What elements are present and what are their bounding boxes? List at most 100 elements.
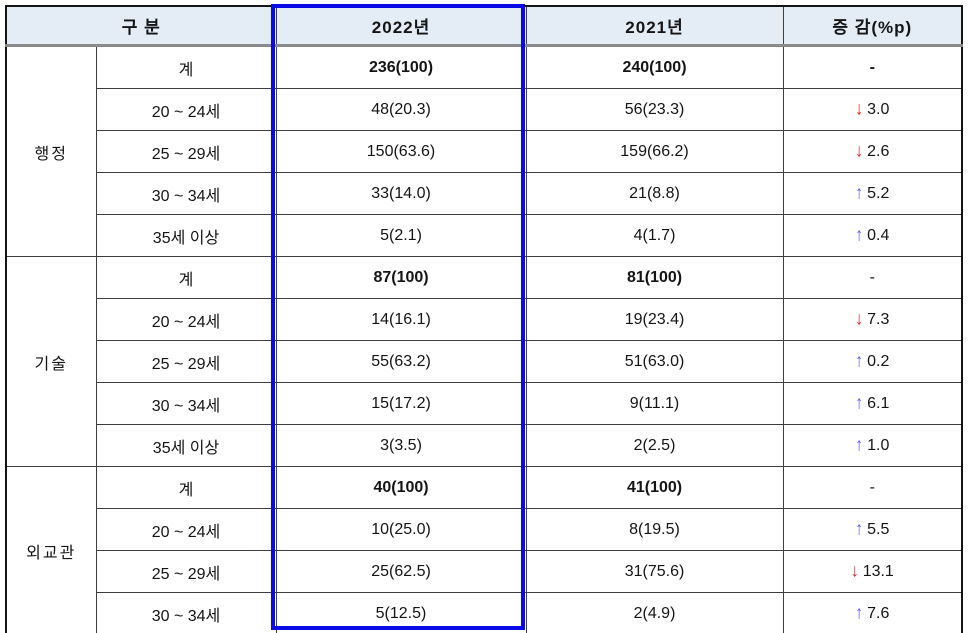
table-row: 기술 계 87(100) 81(100) - <box>5 256 963 467</box>
value-2022: 150(63.6) <box>275 130 527 173</box>
row-label: 35세 이상 <box>95 214 277 257</box>
value-2021: 19(23.4) <box>525 298 784 341</box>
header-category: 구 분 <box>5 5 277 47</box>
value-2022: 3(3.5) <box>275 424 527 467</box>
value-2022: 14(16.1) <box>275 298 527 341</box>
row-label: 20 ~ 24세 <box>95 508 277 551</box>
table-row: 35세 이상 5(2.1) 4(1.7) ↑ 0.4 <box>6 214 963 257</box>
row-label: 25 ~ 29세 <box>95 340 277 383</box>
change-cell: ↑ 6.1 <box>782 382 963 425</box>
change-cell: ↑ 1.0 <box>782 424 963 467</box>
value-2021: 51(63.0) <box>525 340 784 383</box>
value-2022: 87(100) <box>275 256 527 299</box>
row-label: 20 ~ 24세 <box>95 298 277 341</box>
table-row: 30 ~ 34세 15(17.2) 9(11.1) ↑ 6.1 <box>6 382 963 425</box>
value-2021: 41(100) <box>525 466 784 509</box>
up-arrow-icon: ↑ <box>855 519 864 539</box>
change-cell: ↑ 0.4 <box>782 214 963 257</box>
up-arrow-icon: ↑ <box>855 351 864 371</box>
table-row: 35세 이상 3(3.5) 2(2.5) ↑ 1.0 <box>6 424 963 467</box>
value-2021: 2(2.5) <box>525 424 784 467</box>
table-row: 20 ~ 24세 14(16.1) 19(23.4) ↓ 7.3 <box>6 298 963 341</box>
value-2022: 48(20.3) <box>275 88 527 131</box>
down-arrow-icon: ↓ <box>855 141 864 161</box>
table-row: 20 ~ 24세 48(20.3) 56(23.3) ↓ 3.0 <box>6 88 963 131</box>
table-header: 구 분 2022년 2021년 증 감(%p) <box>5 5 963 47</box>
table-row: 30 ~ 34세 33(14.0) 21(8.8) ↑ 5.2 <box>6 172 963 215</box>
age-distribution-table: 구 분 2022년 2021년 증 감(%p) 행정 계 236(100) 240(1… <box>5 5 964 633</box>
header-2021: 2021년 <box>525 5 784 47</box>
change-cell: - <box>782 256 963 299</box>
row-label: 20 ~ 24세 <box>95 88 277 131</box>
change-value: 5.5 <box>867 520 890 538</box>
group-label: 행정 <box>5 45 97 257</box>
up-arrow-icon: ↑ <box>855 225 864 245</box>
table-row: 25 ~ 29세 150(63.6) 159(66.2) ↓ 2.6 <box>6 130 963 173</box>
value-2021: 2(4.9) <box>525 592 784 633</box>
row-label: 30 ~ 34세 <box>95 592 277 633</box>
value-2022: 55(63.2) <box>275 340 527 383</box>
value-2021: 8(19.5) <box>525 508 784 551</box>
down-arrow-icon: ↓ <box>855 309 864 329</box>
change-value: 13.1 <box>862 562 894 580</box>
group-label: 기술 <box>5 256 97 467</box>
change-value: 2.6 <box>867 142 890 160</box>
value-2021: 56(23.3) <box>525 88 784 131</box>
table-row: 25 ~ 29세 25(62.5) 31(75.6) ↓ 13.1 <box>6 550 963 593</box>
change-cell: ↑ 7.6 <box>782 592 963 633</box>
down-arrow-icon: ↓ <box>850 561 859 581</box>
up-arrow-icon: ↑ <box>855 393 864 413</box>
table-row: 25 ~ 29세 55(63.2) 51(63.0) ↑ 0.2 <box>6 340 963 383</box>
value-2022: 5(12.5) <box>275 592 527 633</box>
value-2021: 159(66.2) <box>525 130 784 173</box>
value-2022: 40(100) <box>275 466 527 509</box>
change-value: 0.4 <box>867 226 890 244</box>
change-cell: - <box>782 466 963 509</box>
value-2021: 31(75.6) <box>525 550 784 593</box>
value-2022: 33(14.0) <box>275 172 527 215</box>
change-cell: ↓ 7.3 <box>782 298 963 341</box>
value-2022: 236(100) <box>275 45 527 89</box>
change-value: 5.2 <box>867 184 890 202</box>
change-value: 7.3 <box>867 310 890 328</box>
header-change: 증 감(%p) <box>782 5 963 47</box>
value-2021: 240(100) <box>525 45 784 89</box>
row-label: 계 <box>95 45 277 89</box>
group-label: 외교관 <box>5 466 97 633</box>
change-value: - <box>869 478 875 496</box>
change-value: 0.2 <box>867 352 890 370</box>
value-2021: 81(100) <box>525 256 784 299</box>
change-cell: ↑ 0.2 <box>782 340 963 383</box>
change-value: 6.1 <box>867 394 890 412</box>
value-2022: 10(25.0) <box>275 508 527 551</box>
down-arrow-icon: ↓ <box>855 99 864 119</box>
change-value: 3.0 <box>867 100 890 118</box>
up-arrow-icon: ↑ <box>855 603 864 623</box>
value-2022: 25(62.5) <box>275 550 527 593</box>
change-value: - <box>869 58 875 76</box>
row-label: 25 ~ 29세 <box>95 130 277 173</box>
value-2022: 5(2.1) <box>275 214 527 257</box>
row-label: 25 ~ 29세 <box>95 550 277 593</box>
header-2022: 2022년 <box>275 5 527 47</box>
value-2022: 15(17.2) <box>275 382 527 425</box>
row-label: 30 ~ 34세 <box>95 172 277 215</box>
table-row: 행정 계 236(100) 240(100) - <box>5 45 963 257</box>
table-row: 20 ~ 24세 10(25.0) 8(19.5) ↑ 5.5 <box>6 508 963 551</box>
row-label: 계 <box>95 466 277 509</box>
change-value: 1.0 <box>867 436 890 454</box>
change-cell: - <box>782 45 963 89</box>
row-label: 30 ~ 34세 <box>95 382 277 425</box>
value-2021: 4(1.7) <box>525 214 784 257</box>
value-2021: 21(8.8) <box>525 172 784 215</box>
table-row: 30 ~ 34세 5(12.5) 2(4.9) ↑ 7.6 <box>6 592 963 633</box>
change-cell: ↓ 3.0 <box>782 88 963 131</box>
change-cell: ↓ 2.6 <box>782 130 963 173</box>
up-arrow-icon: ↑ <box>855 183 864 203</box>
value-2021: 9(11.1) <box>525 382 784 425</box>
change-cell: ↑ 5.5 <box>782 508 963 551</box>
row-label: 35세 이상 <box>95 424 277 467</box>
change-value: 7.6 <box>867 604 890 622</box>
up-arrow-icon: ↑ <box>855 435 864 455</box>
row-label: 계 <box>95 256 277 299</box>
